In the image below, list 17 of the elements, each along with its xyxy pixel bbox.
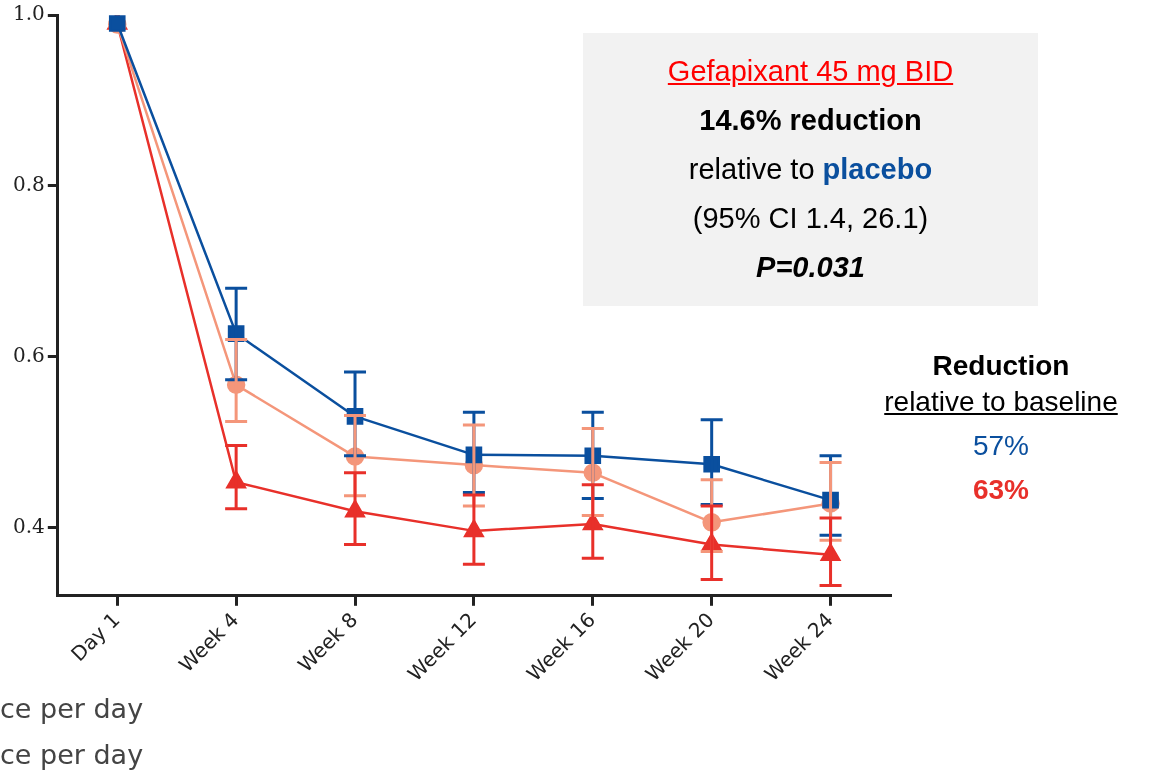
y-tick-label: 0.4 xyxy=(12,513,45,538)
text: Reduction xyxy=(932,350,1070,381)
text: ce per day xyxy=(0,693,144,724)
x-tick-label: Day 1 xyxy=(66,607,125,666)
annotation: relative to baseline xyxy=(884,386,1118,417)
text: 63% xyxy=(972,474,1030,505)
text: 57% xyxy=(972,430,1030,461)
annotation: placebo xyxy=(822,153,933,185)
annotation: (95% CI 1.4, 26.1) xyxy=(692,202,929,234)
annotation: P=0.031 xyxy=(756,251,865,283)
annotation: 14.6% reduction xyxy=(699,104,922,136)
annotation: relative to xyxy=(688,153,815,185)
text: ce per day xyxy=(0,739,144,770)
y-tick-label: 1.0 xyxy=(12,1,45,26)
annotation: Gefapixant 45 mg BID xyxy=(667,55,954,87)
y-tick-label: 0.8 xyxy=(12,172,45,197)
y-tick-label: 0.6 xyxy=(12,342,45,367)
